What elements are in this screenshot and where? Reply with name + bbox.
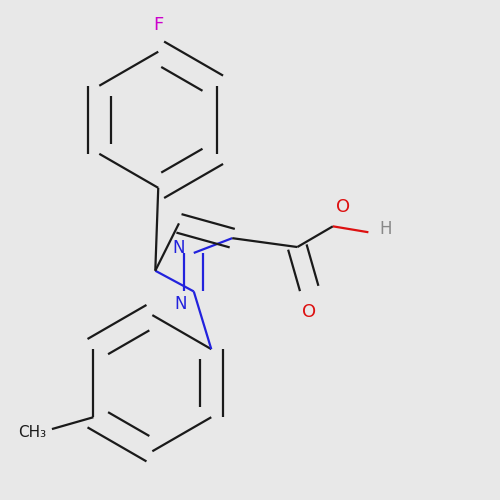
Text: O: O xyxy=(336,198,350,216)
Text: O: O xyxy=(302,304,316,322)
Text: N: N xyxy=(174,296,187,314)
Text: H: H xyxy=(379,220,392,238)
Text: CH₃: CH₃ xyxy=(18,424,46,440)
Text: F: F xyxy=(153,16,164,34)
Text: N: N xyxy=(172,239,185,257)
